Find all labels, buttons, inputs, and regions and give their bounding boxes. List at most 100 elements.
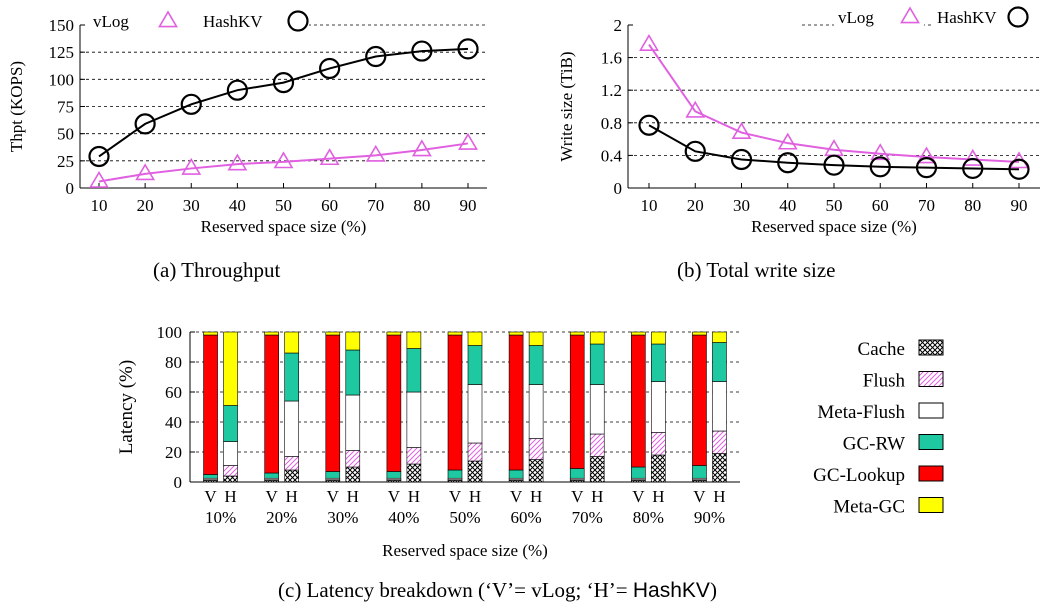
data-point-vlog: [962, 148, 983, 166]
bar-segment-cache: [223, 475, 238, 483]
legend-label-meta-gc: Meta-GC: [833, 497, 905, 518]
data-point-vlog: [639, 33, 659, 51]
legend-swatch-meta-flush: [918, 402, 944, 419]
y-axis-label: Thpt (KOPS): [7, 61, 26, 152]
series-line-vlog: [98, 142, 469, 183]
caption-latency-breakdown: (c) Latency breakdown (‘V’= vLog; ‘H’= H…: [278, 578, 717, 603]
x-tick-label: 40: [229, 196, 246, 215]
x-tick-label: 10: [641, 196, 658, 215]
group-label: 10%: [205, 508, 236, 527]
throughput-chart: 0 25 50 75 100 125 150 10 20 30 40 50 60 70 80 90 Reserv…: [7, 10, 487, 236]
bar-segment-gc-rw: [651, 343, 666, 382]
data-point-hashkv: [88, 145, 110, 168]
data-point-vlog: [365, 144, 386, 162]
bar-segment-gc-lookup: [631, 334, 646, 468]
data-point-hashkv: [1008, 158, 1030, 180]
bar-segment-gc-lookup: [569, 334, 585, 469]
bar-segment-gc-rw: [692, 465, 707, 479]
legend-swatch-gc-lookup: [918, 465, 944, 482]
y-tick-label: 100: [49, 70, 75, 89]
data-point-hashkv: [226, 79, 248, 101]
bar-segment-gc-rw: [264, 472, 279, 479]
data-point-hashkv: [915, 157, 938, 179]
bar-segment-flush: [223, 465, 238, 477]
legend-bg: [834, 7, 924, 29]
data-point-vlog: [227, 153, 248, 171]
bar-segment-gc-rw: [325, 471, 341, 479]
bar-segment-flush: [528, 438, 544, 460]
bar-label: H: [530, 487, 542, 506]
bar-label: H: [347, 487, 359, 506]
x-tick-label: 40: [779, 196, 796, 215]
y-tick-label: 125: [49, 43, 75, 62]
legend-bg: [199, 11, 309, 33]
bar-segment-cache: [651, 454, 666, 483]
bar-segment-meta-gc: [406, 331, 422, 349]
bar-segment-gc-lookup: [386, 334, 402, 472]
caption-throughput: (a) Throughput: [153, 258, 281, 282]
group-label: 60%: [511, 508, 542, 527]
bar-segment-flush: [712, 430, 727, 454]
series-line-hashkv: [98, 47, 469, 158]
bar-segment-flush: [651, 432, 666, 456]
bar-segment-gc-lookup: [508, 334, 524, 471]
y-tick-label: 0.4: [601, 146, 623, 165]
data-point-vlog: [319, 148, 340, 166]
y-tick-label: 25: [57, 152, 74, 171]
x-tick-label: 60: [321, 196, 338, 215]
bar-label: V: [632, 487, 645, 506]
y-tick-label: 1.2: [601, 81, 622, 100]
bar-segment-cache: [406, 463, 422, 483]
bar-segment-meta-gc: [692, 331, 707, 336]
bar-segment-meta-flush: [589, 384, 605, 435]
data-point-vlog: [273, 151, 294, 169]
legend-bg: [89, 11, 181, 33]
legend-swatch-meta-gc: [918, 497, 944, 513]
bar-segment-gc-lookup: [447, 334, 463, 471]
bar-label: V: [510, 487, 523, 506]
bar-label: H: [469, 487, 481, 506]
y-tick-label: 0: [614, 179, 623, 198]
bar-segment-meta-gc: [508, 331, 524, 336]
x-tick-label: 20: [687, 196, 704, 215]
x-tick-label: 20: [137, 196, 154, 215]
bar-segment-gc-rw: [508, 469, 524, 479]
x-tick-label: 80: [964, 196, 981, 215]
group-label: 30%: [327, 508, 358, 527]
bar-segment-gc-rw: [569, 468, 585, 479]
group-label: 90%: [694, 508, 725, 527]
y-tick-label: 100: [157, 323, 183, 342]
bar-segment-cache: [345, 466, 361, 483]
data-point-hashkv: [823, 154, 845, 176]
group-label: 20%: [266, 508, 297, 527]
bar-segment-cache: [467, 460, 483, 483]
x-tick-label: 70: [918, 196, 935, 215]
data-point-hashkv: [638, 114, 660, 136]
bar-segment-gc-rw: [345, 349, 361, 396]
y-axis-label: Latency (%): [116, 360, 137, 454]
x-axis-label: Reserved space size (%): [382, 541, 548, 560]
bar-segment-meta-flush: [651, 381, 666, 433]
x-tick-label: 80: [413, 196, 430, 215]
group-label: 50%: [449, 508, 480, 527]
bar-segment-gc-rw: [284, 352, 299, 402]
x-tick-label: 10: [91, 196, 108, 215]
bar-segment-meta-gc: [223, 331, 238, 406]
bar-label: V: [327, 487, 340, 506]
y-tick-label: 1.6: [601, 49, 622, 68]
bar-segment-flush: [284, 456, 299, 471]
bar-segment-cache: [712, 453, 727, 483]
bar-segment-meta-gc: [386, 331, 402, 336]
bar-label: H: [591, 487, 603, 506]
bar-segment-gc-rw: [528, 345, 544, 385]
bar-segment-meta-gc: [325, 331, 341, 336]
bar-segment-flush: [467, 442, 483, 462]
bar-segment-gc-rw: [447, 469, 463, 479]
x-tick-label: 90: [1011, 196, 1028, 215]
data-point-hashkv: [777, 152, 799, 174]
y-tick-label: 20: [165, 443, 182, 462]
x-axis-label: Reserved space size (%): [751, 217, 917, 236]
group-label: 40%: [388, 508, 419, 527]
bar-segment-meta-gc: [528, 331, 544, 346]
